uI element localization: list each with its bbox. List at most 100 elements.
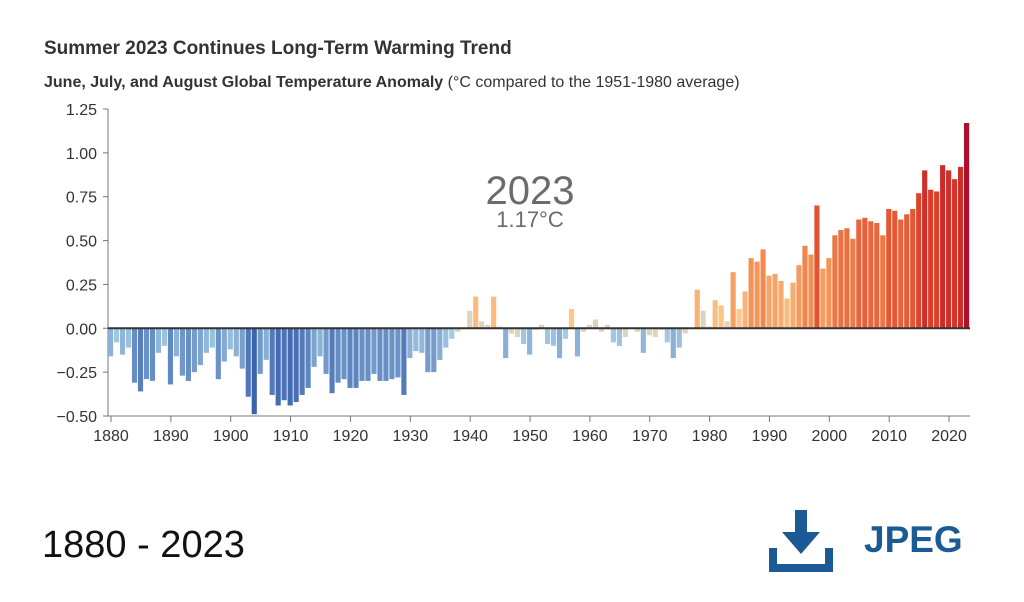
bar [730,272,736,329]
annotation-value: 1.17°C [496,207,564,232]
bar [868,221,874,329]
bar [562,328,569,339]
bar [652,328,658,338]
bar [640,328,646,353]
bar [509,328,515,334]
x-axis: 1880 1890 1900 1910 1920 1930 1940 1950 1960 1970… [93,415,970,445]
bar [550,328,557,346]
year-range-label: 1880 - 2023 [42,524,245,566]
bar [754,261,760,329]
bar [748,258,754,329]
bar [155,328,162,353]
bar [119,328,126,355]
bar [736,308,742,329]
bar [365,328,371,381]
bar [329,328,335,394]
subtitle-main: June, July, and August Global Temperatur… [44,74,444,91]
bar [592,319,599,329]
bar [622,328,628,338]
bar [616,328,622,346]
bar [425,328,431,373]
bar [598,328,605,332]
bar [371,328,377,374]
x-tick-label: 1960 [572,428,608,445]
bar [479,321,485,329]
temperature-anomaly-chart: 1.251.000.750.500.250.00−0.25−0.50 1880 1… [57,102,970,445]
bar [539,324,545,329]
bar [239,328,245,369]
bar [610,328,616,343]
bar [760,249,766,329]
bar [808,254,814,329]
bar [952,179,958,329]
bar [245,328,251,397]
y-tick-label: 0.25 [66,277,97,294]
bar [820,268,826,329]
bar [568,308,575,329]
bar-series [108,123,970,415]
bar [586,324,593,329]
bar [946,170,952,329]
y-tick-label: −0.25 [57,365,98,382]
x-tick-label: 1880 [93,428,129,445]
bar [544,328,551,345]
bar [634,328,640,332]
bar [185,328,191,381]
bar [784,298,790,329]
bar [311,328,317,367]
bar [874,223,880,329]
x-tick-label: 1940 [452,428,488,445]
x-tick-label: 1900 [213,428,249,445]
bar [275,328,281,406]
bar [580,328,587,332]
x-tick-label: 1970 [632,428,668,445]
bar [898,219,904,329]
bar [886,208,892,329]
bar [389,328,395,380]
bar [251,328,257,415]
y-tick-label: 1.25 [66,102,97,119]
bar [778,280,784,329]
bar [281,328,287,401]
bar [904,214,910,329]
y-axis: 1.25 1.00 0.75 0.50 0.25 0.00 −0.25 −0.50 [57,102,109,426]
y-tick-label: 1.00 [66,146,97,163]
x-tick-label: 1990 [752,428,788,445]
bar [832,235,838,329]
bar [485,324,491,329]
bar [934,191,940,329]
bar [377,328,383,381]
bar [503,328,509,359]
bar [772,273,778,329]
bar [850,238,856,329]
bar [293,328,299,402]
bar [108,328,114,357]
bar [233,328,239,357]
download-jpeg-button[interactable]: JPEG [768,508,963,572]
bar [299,328,305,395]
bar [910,208,916,329]
bar [802,245,808,329]
x-tick-label: 1890 [153,428,189,445]
bar [527,328,533,355]
bar [347,328,353,388]
bar [215,328,221,380]
bar [826,258,832,329]
bar [491,296,497,329]
bar [125,328,132,348]
bar [197,328,203,366]
bar [269,328,275,395]
bar [341,328,347,380]
subtitle-units: (°C compared to the 1951-1980 average) [447,74,740,91]
bar [203,328,209,353]
bar [221,328,227,362]
bar [724,321,730,329]
bar [796,265,802,329]
bar [922,170,928,329]
x-tick-label: 2010 [871,428,907,445]
bar [574,328,581,357]
bar [916,193,922,329]
bar [317,328,323,357]
bar [407,328,413,359]
bar [353,328,359,388]
